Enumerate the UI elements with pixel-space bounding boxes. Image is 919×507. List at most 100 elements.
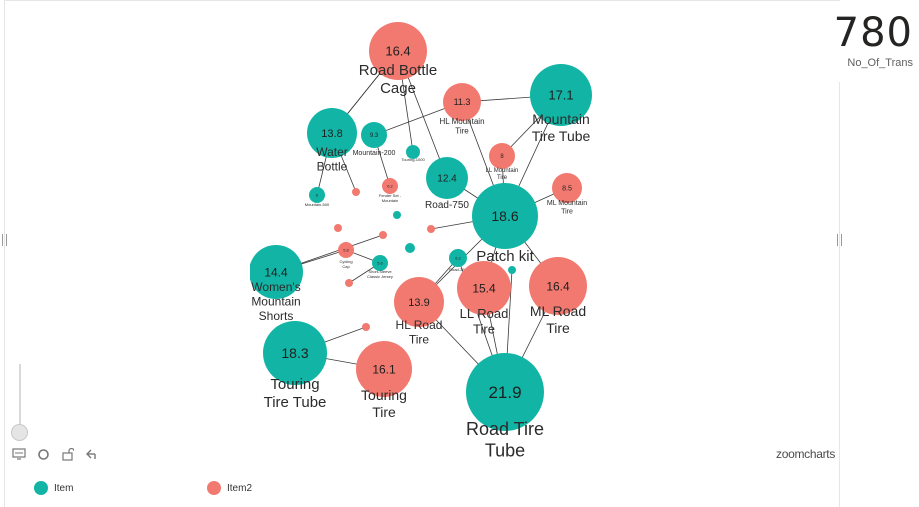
- node-circle[interactable]: [472, 183, 538, 249]
- node-circle[interactable]: [249, 245, 303, 299]
- node-small-item2-e[interactable]: [345, 279, 353, 287]
- node-circle[interactable]: [508, 266, 516, 274]
- legend-item-item[interactable]: Item: [34, 481, 73, 495]
- node-circle[interactable]: [405, 243, 415, 253]
- node-patch-kit[interactable]: 18.6 Patch kit: [472, 183, 538, 265]
- node-label: Tire: [497, 175, 508, 181]
- node-label: Cycling: [339, 259, 352, 264]
- node-value: 21.9: [488, 383, 521, 402]
- node-circle[interactable]: [361, 122, 387, 148]
- node-label: Classic Jersey: [367, 274, 393, 279]
- node-circle[interactable]: [443, 83, 481, 121]
- right-resize-handle[interactable]: [837, 234, 842, 246]
- node-value: 15.4: [472, 281, 496, 295]
- node-circle[interactable]: [457, 261, 511, 315]
- node-small-item-a[interactable]: [393, 211, 401, 219]
- node-road-750[interactable]: 12.4 Road-750: [425, 157, 469, 211]
- node-label: Road Tire: [466, 419, 544, 439]
- display-icon[interactable]: [11, 446, 27, 462]
- node-mountain-500[interactable]: 6 Mountain-500: [305, 187, 330, 207]
- node-label: Bottle: [317, 159, 348, 173]
- node-small-item2-d[interactable]: [427, 225, 435, 233]
- node-circle[interactable]: [379, 231, 387, 239]
- node-small-item2-b[interactable]: [334, 224, 342, 232]
- node-circle[interactable]: [352, 188, 360, 196]
- unlock-icon[interactable]: [60, 446, 76, 462]
- node-circle[interactable]: [427, 225, 435, 233]
- node-circle[interactable]: [489, 143, 515, 169]
- node-circle[interactable]: [334, 224, 342, 232]
- node-value: 16.4: [546, 279, 570, 293]
- node-circle[interactable]: [394, 277, 444, 327]
- node-label: Road Bottle: [359, 62, 437, 79]
- node-fender-set-mountain[interactable]: 6.2 Fender Set -Mountain: [379, 178, 402, 203]
- node-label: Mountain: [251, 294, 300, 308]
- back-icon[interactable]: [84, 446, 100, 462]
- node-value: 8: [500, 154, 504, 160]
- node-touring-1000[interactable]: Touring-1000: [401, 145, 425, 162]
- node-circle[interactable]: [529, 257, 587, 315]
- node-small-item2-f[interactable]: [362, 323, 370, 331]
- node-circle[interactable]: [309, 187, 325, 203]
- node-label: Tire: [561, 208, 573, 215]
- node-circle[interactable]: [356, 341, 412, 397]
- node-circle[interactable]: [382, 178, 398, 194]
- node-circle[interactable]: [552, 173, 582, 203]
- node-value: 6.2: [387, 183, 393, 188]
- visual-right-border: [839, 82, 840, 507]
- node-road-350[interactable]: 6.2 Road-350: [449, 249, 468, 272]
- node-value: 6.2: [455, 255, 461, 260]
- node-value: 9.3: [370, 133, 379, 139]
- node-small-item-c[interactable]: [508, 266, 516, 274]
- node-label: Tube: [485, 441, 525, 461]
- node-value: 6: [316, 192, 319, 197]
- node-value: 17.1: [548, 88, 573, 103]
- node-small-item2-c[interactable]: [379, 231, 387, 239]
- zoom-slider-track[interactable]: [19, 364, 21, 430]
- node-mountain-200[interactable]: 9.3 Mountain-200: [353, 122, 396, 157]
- node-circle[interactable]: [338, 242, 354, 258]
- node-circle[interactable]: [530, 64, 592, 126]
- node-circle[interactable]: [345, 279, 353, 287]
- node-circle[interactable]: [263, 321, 327, 385]
- node-circle[interactable]: [372, 255, 388, 271]
- node-label: Tire: [372, 404, 396, 420]
- node-small-item2-a[interactable]: [352, 188, 360, 196]
- refresh-icon[interactable]: [35, 446, 51, 462]
- node-label: Patch kit: [476, 248, 534, 265]
- node-circle[interactable]: [426, 157, 468, 199]
- node-circle[interactable]: [369, 22, 427, 80]
- node-circle[interactable]: [406, 145, 420, 159]
- left-resize-handle[interactable]: [2, 234, 7, 246]
- zoom-slider-knob[interactable]: [11, 424, 28, 441]
- node-circle[interactable]: [466, 353, 544, 431]
- legend-item-item2[interactable]: Item2: [207, 481, 252, 495]
- node-value: 18.3: [281, 345, 308, 361]
- node-small-item-b[interactable]: [405, 243, 415, 253]
- node-label: Mountain: [382, 198, 398, 203]
- node-circle[interactable]: [393, 211, 401, 219]
- node-circle[interactable]: [449, 249, 467, 267]
- node-label: Tire: [409, 332, 430, 346]
- node-circle[interactable]: [307, 108, 357, 158]
- node-circle[interactable]: [362, 323, 370, 331]
- node-label: Shorts: [259, 309, 294, 323]
- node-label: Tire: [546, 320, 570, 336]
